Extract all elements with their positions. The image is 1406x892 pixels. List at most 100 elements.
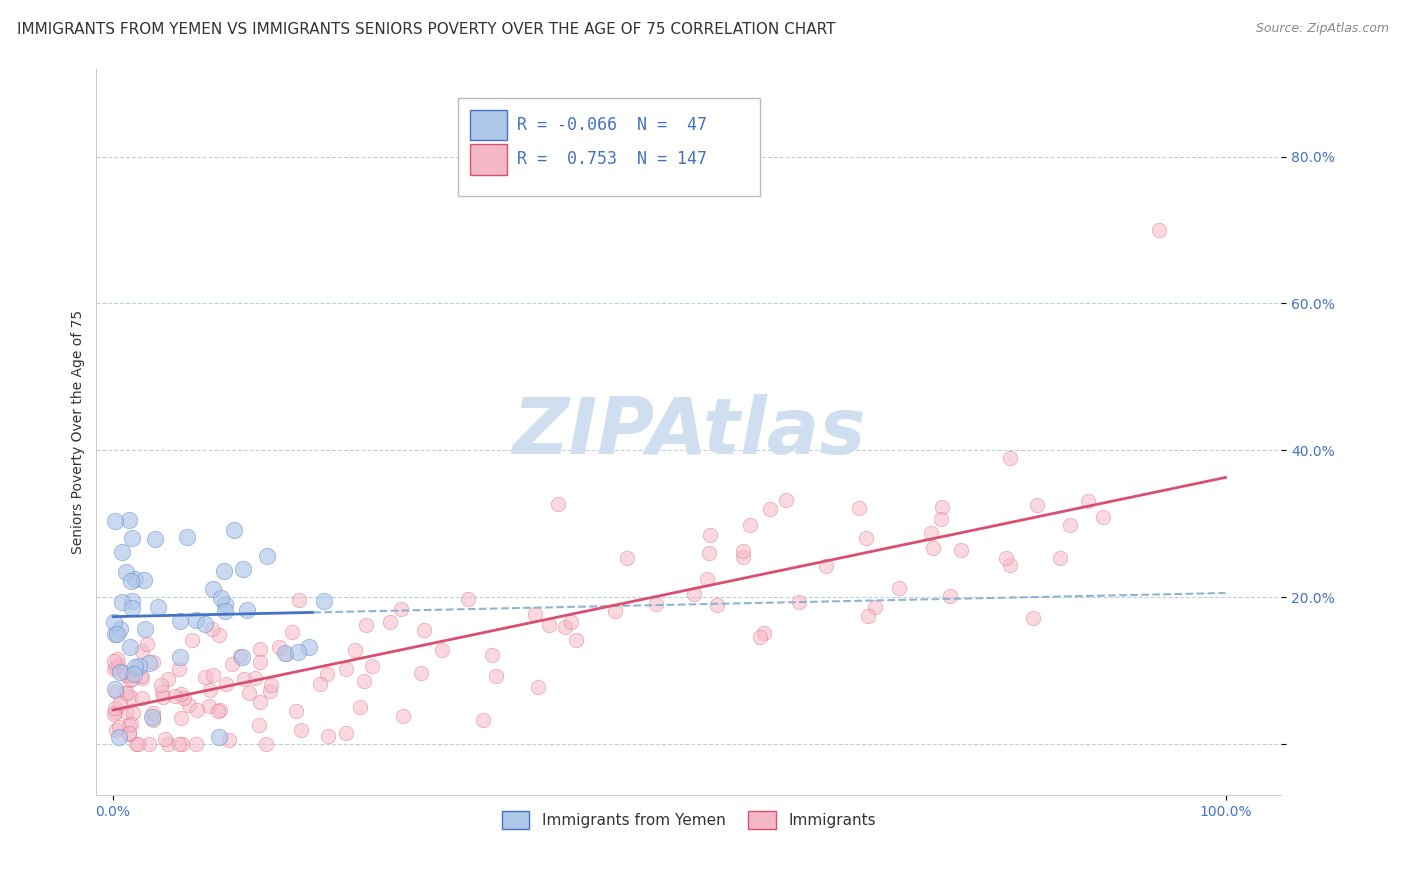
- Point: [998, 450, 1021, 465]
- Point: [128, 658, 150, 673]
- Point: [315, 666, 337, 681]
- Point: [105, 627, 128, 641]
- Point: [108, 622, 131, 636]
- Point: [243, 671, 266, 685]
- Point: [114, 686, 136, 700]
- Point: [998, 558, 1021, 572]
- Point: [214, 597, 236, 611]
- Text: R = -0.066  N =  47: R = -0.066 N = 47: [517, 116, 707, 134]
- Point: [353, 674, 375, 689]
- Point: [121, 672, 143, 686]
- Point: [233, 672, 256, 686]
- Point: [274, 646, 297, 660]
- Point: [215, 677, 238, 691]
- Point: [198, 699, 221, 714]
- Point: [142, 706, 165, 721]
- Point: [170, 711, 193, 725]
- Point: [201, 622, 224, 636]
- Point: [136, 637, 159, 651]
- Point: [105, 723, 128, 737]
- Point: [124, 659, 146, 673]
- Point: [118, 513, 141, 527]
- Point: [120, 717, 142, 731]
- Point: [122, 667, 145, 681]
- Point: [105, 660, 128, 674]
- Point: [186, 613, 208, 627]
- Point: [752, 625, 775, 640]
- Point: [103, 706, 125, 721]
- Point: [173, 691, 195, 706]
- Point: [115, 668, 138, 682]
- Point: [104, 515, 127, 529]
- Point: [950, 542, 973, 557]
- Point: [814, 558, 837, 573]
- Point: [1025, 499, 1047, 513]
- Point: [152, 690, 174, 704]
- Point: [560, 615, 582, 629]
- Point: [605, 604, 627, 618]
- Text: Source: ZipAtlas.com: Source: ZipAtlas.com: [1256, 22, 1389, 36]
- Point: [344, 643, 367, 657]
- Point: [114, 705, 136, 719]
- Point: [288, 593, 311, 607]
- Point: [247, 718, 270, 732]
- Point: [1091, 510, 1114, 524]
- Point: [141, 709, 163, 723]
- Point: [538, 618, 561, 632]
- Point: [121, 706, 143, 720]
- Point: [132, 573, 155, 587]
- Point: [565, 633, 588, 648]
- Point: [1022, 611, 1045, 625]
- Point: [231, 650, 253, 665]
- Point: [118, 727, 141, 741]
- Point: [103, 654, 125, 668]
- Point: [1059, 517, 1081, 532]
- Point: [176, 530, 198, 544]
- Point: [201, 582, 224, 596]
- Point: [920, 526, 942, 541]
- Point: [200, 683, 222, 698]
- Point: [457, 592, 479, 607]
- Point: [254, 737, 277, 751]
- Point: [229, 649, 252, 664]
- Point: [167, 737, 190, 751]
- Point: [285, 704, 308, 718]
- Point: [108, 730, 131, 744]
- Point: [104, 626, 127, 640]
- Point: [1049, 551, 1071, 566]
- Point: [274, 647, 297, 661]
- Point: [485, 669, 508, 683]
- Point: [921, 541, 943, 555]
- Point: [153, 732, 176, 747]
- Point: [186, 703, 208, 717]
- Point: [733, 549, 755, 564]
- Point: [134, 622, 156, 636]
- Point: [207, 704, 229, 718]
- Point: [108, 697, 131, 711]
- Point: [121, 594, 143, 608]
- Point: [269, 640, 291, 654]
- Point: [335, 725, 357, 739]
- Point: [616, 551, 638, 566]
- Point: [232, 562, 254, 576]
- Point: [157, 737, 180, 751]
- Point: [554, 620, 576, 634]
- Point: [699, 528, 721, 542]
- Point: [759, 502, 782, 516]
- Point: [104, 681, 127, 696]
- Point: [214, 604, 236, 618]
- Point: [787, 595, 810, 609]
- Point: [523, 607, 546, 622]
- Point: [731, 544, 754, 558]
- Point: [472, 713, 495, 727]
- FancyBboxPatch shape: [470, 110, 508, 140]
- Point: [194, 669, 217, 683]
- Point: [172, 737, 194, 751]
- Point: [740, 517, 762, 532]
- Point: [118, 673, 141, 687]
- Point: [104, 705, 127, 719]
- Point: [218, 733, 240, 747]
- Point: [104, 684, 127, 698]
- Point: [547, 497, 569, 511]
- Point: [260, 678, 283, 692]
